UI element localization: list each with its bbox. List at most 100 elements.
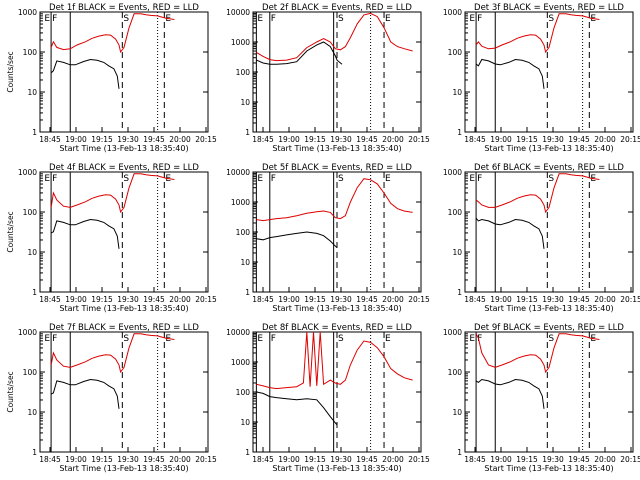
y-tick-label: 10000 [226, 328, 250, 337]
x-tick-label: 19:45 [356, 295, 378, 304]
x-tick-label: 20:00 [382, 295, 404, 304]
x-tick-label: 20:00 [594, 295, 616, 304]
x-tick-label: 18:45 [464, 295, 486, 304]
x-tick-label: 20:00 [594, 455, 616, 464]
x-tick-label: 19:15 [516, 295, 538, 304]
marker-label: E [469, 334, 475, 344]
x-tick-label: 19:00 [65, 455, 87, 464]
x-tick-label: 19:45 [568, 455, 590, 464]
y-tick-label: 1000 [18, 168, 37, 177]
x-tick-label: 19:00 [490, 455, 512, 464]
x-tick-label: 18:45 [252, 295, 274, 304]
y-tick-label: 10000 [226, 168, 250, 177]
panel-title: Det 7f BLACK = Events, RED = LLD [49, 323, 199, 333]
events-series-line [50, 378, 120, 409]
x-tick-label: 19:45 [143, 455, 165, 464]
events-series-line [50, 58, 120, 89]
panel-title: Det 5f BLACK = Events, RED = LLD [262, 163, 412, 173]
x-axis-label: Start Time (13-Feb-13 18:35:40) [272, 144, 401, 153]
marker-label: S [548, 334, 554, 344]
lld-series-line [475, 13, 600, 54]
x-tick-label: 20:00 [169, 455, 191, 464]
x-tick-label: 19:00 [490, 135, 512, 144]
x-tick-label: 20:00 [169, 295, 191, 304]
x-tick-label: 19:30 [542, 295, 564, 304]
y-tick-label: 1000 [231, 358, 250, 367]
panel-det-7: Det 7f BLACK = Events, RED = LLD 1 10 100 10… [6, 323, 217, 473]
y-tick-label: 10000 [226, 8, 250, 17]
plot-frame [39, 11, 209, 133]
marker-label: S [123, 334, 129, 344]
y-tick-label: 10 [27, 88, 37, 97]
events-series-line [475, 217, 545, 249]
y-tick-label: 10 [452, 248, 462, 257]
x-tick-label: 19:30 [542, 455, 564, 464]
marker-label: F [477, 334, 482, 344]
x-tick-label: 19:15 [304, 135, 326, 144]
marker-label: F [477, 14, 482, 24]
y-tick-label: 100 [448, 208, 463, 217]
y-axis-label: Counts/sec [6, 371, 15, 412]
lld-series-line [50, 13, 175, 54]
x-tick-label: 19:30 [117, 295, 139, 304]
y-tick-label: 1000 [18, 8, 37, 17]
y-tick-label: 100 [23, 48, 38, 57]
y-tick-label: 1000 [443, 8, 462, 17]
panel-det-2: Det 2f BLACK = Events, RED = LLD 1 10 100 10… [226, 3, 430, 153]
y-tick-label: 1 [457, 288, 462, 297]
x-tick-label: 19:30 [330, 455, 352, 464]
marker-label: E [385, 334, 391, 344]
panel-title: Det 8f BLACK = Events, RED = LLD [262, 323, 412, 333]
x-tick-label: 20:15 [620, 295, 640, 304]
x-tick-label: 19:45 [143, 295, 165, 304]
x-tick-label: 20:15 [408, 135, 430, 144]
plot-frame [39, 331, 209, 453]
marker-label: E [257, 334, 263, 344]
x-tick-label: 20:00 [382, 135, 404, 144]
y-tick-label: 1 [457, 128, 462, 137]
events-series-line [475, 378, 545, 409]
marker-label: F [52, 14, 57, 24]
x-tick-label: 19:00 [278, 135, 300, 144]
x-tick-label: 19:15 [91, 295, 113, 304]
x-tick-label: 19:15 [516, 135, 538, 144]
panel-title: Det 3f BLACK = Events, RED = LLD [474, 3, 624, 13]
y-tick-label: 1000 [443, 168, 462, 177]
lld-series-line [50, 333, 175, 374]
y-tick-label: 100 [236, 68, 251, 77]
events-series-line [475, 58, 545, 89]
marker-label: F [477, 174, 482, 184]
x-tick-label: 19:15 [516, 455, 538, 464]
y-tick-label: 1 [32, 448, 37, 457]
lld-series-line [475, 173, 600, 214]
y-axis-label: Counts/sec [6, 51, 15, 92]
y-tick-label: 100 [23, 208, 38, 217]
y-tick-label: 100 [23, 368, 38, 377]
x-tick-label: 19:30 [330, 135, 352, 144]
marker-label: E [44, 174, 50, 184]
y-tick-label: 1000 [231, 38, 250, 47]
panel-title: Det 2f BLACK = Events, RED = LLD [262, 3, 412, 13]
y-axis-label: Counts/sec [6, 211, 15, 252]
x-tick-label: 19:15 [91, 135, 113, 144]
y-tick-label: 10 [240, 258, 250, 267]
events-series-line [256, 231, 338, 249]
plot-frame [464, 11, 634, 133]
x-tick-label: 19:00 [278, 455, 300, 464]
x-tick-label: 19:00 [65, 295, 87, 304]
y-tick-label: 1 [32, 288, 37, 297]
events-series-line [256, 41, 343, 65]
y-tick-label: 1000 [443, 328, 462, 337]
y-tick-label: 1 [457, 448, 462, 457]
lld-series-line [475, 333, 600, 374]
x-axis-label: Start Time (13-Feb-13 18:35:40) [272, 464, 401, 473]
panel-det-8: Det 8f BLACK = Events, RED = LLD 1 10 100 10… [226, 323, 430, 473]
x-tick-label: 20:15 [620, 135, 640, 144]
x-axis-label: Start Time (13-Feb-13 18:35:40) [272, 304, 401, 313]
x-tick-label: 19:00 [278, 295, 300, 304]
panel-title: Det 1f BLACK = Events, RED = LLD [49, 3, 199, 13]
panel-det-9: Det 9f BLACK = Events, RED = LLD 1 10 100 10… [443, 323, 640, 473]
x-tick-label: 20:00 [382, 455, 404, 464]
x-tick-label: 19:45 [568, 135, 590, 144]
events-series-line [50, 218, 120, 249]
